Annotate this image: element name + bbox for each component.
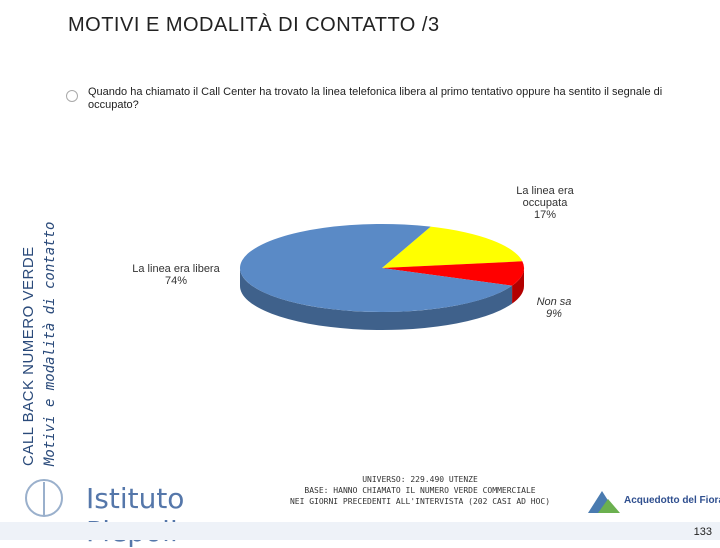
institute-logo: Istituto Piepoli: [20, 474, 260, 548]
pie-slice-0: [240, 224, 513, 312]
bullet-icon: [66, 90, 78, 102]
page-title: MOTIVI E MODALITÀ DI CONTATTO /3: [68, 14, 440, 36]
slice-label-1: occupata: [523, 197, 569, 209]
bottom-bar: [0, 522, 720, 540]
page-number: 133: [693, 526, 712, 538]
slice-label-0: La linea era libera: [132, 263, 220, 275]
slice-value-label-0: 74%: [165, 275, 187, 287]
partner-logo: Acquedotto del Fiora: [586, 485, 720, 519]
partner-name: Acquedotto del Fiora: [624, 495, 720, 506]
footer-base: BASE: HANNO CHIAMATO IL NUMERO VERDE COM…: [304, 486, 536, 495]
pie-side-2: [512, 268, 524, 304]
slice-value-label-2: 9%: [546, 308, 562, 320]
pie-slice-1: [382, 226, 523, 268]
slice-label-2: Non sa: [537, 296, 572, 308]
footer-note: UNIVERSO: 229.490 UTENZE BASE: HANNO CHI…: [270, 474, 570, 507]
slice-label-1: La linea era: [516, 185, 574, 197]
logo-mark-icon: [25, 479, 63, 517]
footer-universe: UNIVERSO: 229.490 UTENZE: [362, 475, 478, 484]
mountain-icon: [588, 491, 620, 513]
question-text: Quando ha chiamato il Call Center ha tro…: [88, 86, 663, 111]
pie-side-0: [240, 268, 513, 331]
slice-value-label-1: 17%: [534, 209, 556, 221]
pie-slice-2: [382, 261, 524, 286]
footer-base-cont: NEI GIORNI PRECEDENTI ALL'INTERVISTA (20…: [289, 497, 551, 506]
